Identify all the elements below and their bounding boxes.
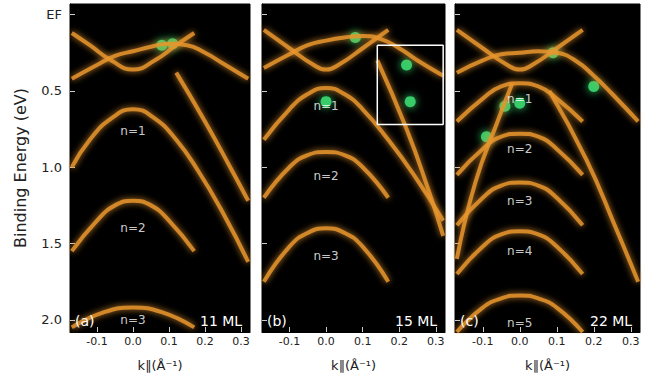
svg-text:0.1: 0.1 xyxy=(160,335,178,348)
svg-text:n=3: n=3 xyxy=(120,313,145,327)
svg-text:1.0: 1.0 xyxy=(41,160,62,175)
svg-text:(c): (c) xyxy=(460,313,479,329)
svg-text:0.5: 0.5 xyxy=(41,83,62,98)
svg-text:1.5: 1.5 xyxy=(41,236,62,251)
svg-text:-0.1: -0.1 xyxy=(86,335,107,348)
svg-text:k∥(Å⁻¹): k∥(Å⁻¹) xyxy=(331,358,376,373)
svg-text:0.1: 0.1 xyxy=(354,335,372,348)
svg-text:n=2: n=2 xyxy=(313,169,338,183)
svg-text:0.0: 0.0 xyxy=(124,335,142,348)
svg-text:n=4: n=4 xyxy=(507,244,532,258)
svg-text:0.0: 0.0 xyxy=(511,335,529,348)
svg-text:(b): (b) xyxy=(267,313,287,329)
svg-text:k∥(Å⁻¹): k∥(Å⁻¹) xyxy=(525,358,570,373)
svg-text:2.0: 2.0 xyxy=(41,312,62,327)
svg-text:n=2: n=2 xyxy=(507,142,532,156)
svg-text:0.1: 0.1 xyxy=(548,335,566,348)
svg-text:n=1: n=1 xyxy=(120,124,145,138)
svg-text:0.3: 0.3 xyxy=(427,335,445,348)
svg-text:0.0: 0.0 xyxy=(317,335,335,348)
svg-text:n=3: n=3 xyxy=(313,249,338,263)
svg-text:n=2: n=2 xyxy=(120,221,145,235)
svg-text:0.2: 0.2 xyxy=(196,335,214,348)
svg-text:-0.1: -0.1 xyxy=(472,335,493,348)
svg-text:15 ML: 15 ML xyxy=(395,313,437,329)
svg-text:k∥(Å⁻¹): k∥(Å⁻¹) xyxy=(137,358,182,373)
svg-text:(a): (a) xyxy=(75,313,95,329)
svg-text:0.2: 0.2 xyxy=(391,335,409,348)
svg-text:11 ML: 11 ML xyxy=(200,313,242,329)
svg-text:n=3: n=3 xyxy=(507,194,532,208)
svg-text:n=5: n=5 xyxy=(507,316,532,330)
svg-text:0.3: 0.3 xyxy=(232,335,250,348)
svg-text:n=1: n=1 xyxy=(507,92,532,106)
svg-text:Binding Energy (eV): Binding Energy (eV) xyxy=(11,88,30,248)
svg-text:-0.1: -0.1 xyxy=(279,335,300,348)
svg-text:0.2: 0.2 xyxy=(585,335,603,348)
svg-text:0.3: 0.3 xyxy=(622,335,640,348)
svg-text:EF: EF xyxy=(46,7,62,22)
svg-text:n=1: n=1 xyxy=(313,99,338,113)
svg-text:22 ML: 22 ML xyxy=(590,313,632,329)
